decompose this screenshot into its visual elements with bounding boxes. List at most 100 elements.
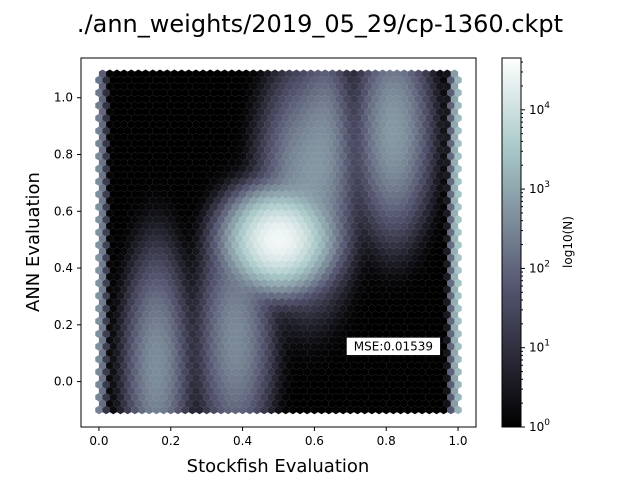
hexbin-cell — [224, 164, 232, 174]
hexbin-cell — [350, 120, 358, 129]
hexbin-cell — [235, 285, 243, 294]
hexbin-cell — [238, 393, 247, 402]
hexbin-cell — [260, 240, 268, 250]
hexbin-cell — [242, 82, 250, 91]
hexbin-cell — [411, 75, 419, 85]
hexbin-cell — [278, 399, 286, 408]
hexbin-cell — [213, 310, 222, 320]
hexbin-cell — [328, 120, 337, 129]
hexbin-cell — [339, 202, 347, 212]
hexbin-cell — [450, 361, 459, 370]
hexbin-cell — [386, 361, 394, 370]
hexbin-cell — [264, 323, 272, 332]
hexbin-cell — [228, 323, 236, 332]
hexbin-cell — [224, 126, 232, 136]
hexbin-cell — [393, 259, 401, 269]
hexbin-cell — [224, 266, 232, 275]
hexbin-cell — [418, 354, 426, 364]
hexbin-cell — [307, 297, 315, 307]
hexbin-cell — [242, 374, 250, 383]
hexbin-cell — [296, 139, 304, 148]
hexbin-cell — [440, 228, 448, 237]
hexbin-cell — [138, 126, 146, 136]
hexbin-cell — [152, 291, 161, 301]
hexbin-cell — [177, 374, 186, 383]
hexbin-cell — [440, 164, 448, 174]
hexbin-cell — [411, 228, 419, 237]
hexbin-cell — [450, 221, 459, 231]
hexbin-cell — [386, 82, 394, 91]
hexbin-cell — [271, 145, 279, 155]
hexbin-cell — [307, 285, 315, 294]
hexbin-cell — [436, 82, 444, 91]
hexbin-cell — [267, 126, 275, 136]
hexbin-cell — [411, 266, 419, 275]
hexbin-cell — [217, 151, 225, 161]
hexbin-cell — [422, 107, 430, 117]
hexbin-cell — [404, 164, 412, 174]
hexbin-cell — [418, 380, 426, 389]
hexbin-cell — [224, 151, 232, 161]
hexbin-cell — [156, 94, 164, 104]
hexbin-cell — [328, 183, 337, 193]
hexbin-cell — [289, 329, 297, 339]
hexbin-cell — [109, 126, 117, 136]
hexbin-cell — [152, 190, 161, 199]
hexbin-cell — [156, 335, 164, 345]
hexbin-cell — [361, 75, 369, 85]
hexbin-cell — [271, 348, 279, 358]
hexbin-cell — [167, 304, 175, 313]
hexbin-cell — [210, 126, 218, 136]
hexbin-cell — [231, 126, 240, 136]
hexbin-cell — [141, 399, 150, 408]
hexbin-cell — [393, 285, 401, 294]
hexbin-cell — [95, 88, 103, 97]
hexbin-cell — [220, 145, 229, 155]
hexbin-cell — [371, 272, 380, 281]
hexbin-cell — [156, 323, 164, 332]
hexbin-cell — [328, 196, 337, 205]
hexbin-cell — [414, 323, 423, 332]
hexbin-cell — [389, 202, 398, 212]
hexbin-cell — [378, 285, 387, 294]
hexbin-cell — [386, 399, 394, 408]
hexbin-cell — [116, 342, 125, 351]
hexbin-cell — [339, 380, 347, 389]
hexbin-cell — [152, 316, 161, 326]
hexbin-cell — [138, 393, 146, 402]
hexbin-cell — [303, 190, 311, 199]
hexbin-cell — [120, 171, 128, 180]
x-tick-label: 0.8 — [377, 434, 396, 448]
hexbin-cell — [400, 221, 408, 231]
hexbin-cell — [339, 278, 347, 288]
hexbin-cell — [220, 158, 229, 167]
hexbin-cell — [149, 285, 157, 294]
hexbin-cell — [163, 310, 171, 320]
hexbin-cell — [346, 139, 354, 148]
hexbin-cell — [210, 393, 218, 402]
hexbin-cell — [170, 310, 179, 320]
hexbin-cell — [120, 399, 128, 408]
hexbin-cell — [450, 386, 459, 396]
hexbin-cell — [249, 107, 258, 117]
hexbin-cell — [371, 374, 380, 383]
hexbin-cell — [113, 272, 121, 281]
hexbin-cell — [98, 285, 107, 294]
hexbin-cell — [228, 94, 236, 104]
hexbin-cell — [371, 323, 380, 332]
hexbin-cell — [124, 202, 132, 212]
hexbin-cell — [432, 393, 441, 402]
hexbin-cell — [292, 259, 301, 269]
hexbin-cell — [317, 88, 326, 97]
hexbin-cell — [235, 259, 243, 269]
hexbin-cell — [350, 158, 358, 167]
hexbin-cell — [217, 101, 225, 110]
hexbin-cell — [156, 247, 164, 256]
hexbin-cell — [432, 75, 441, 85]
hexbin-cell — [361, 240, 369, 250]
hexbin-cell — [177, 132, 186, 142]
hexbin-cell — [102, 316, 110, 326]
hexbin-cell — [296, 177, 304, 186]
hexbin-cell — [256, 120, 265, 129]
hexbin-cell — [361, 177, 369, 186]
